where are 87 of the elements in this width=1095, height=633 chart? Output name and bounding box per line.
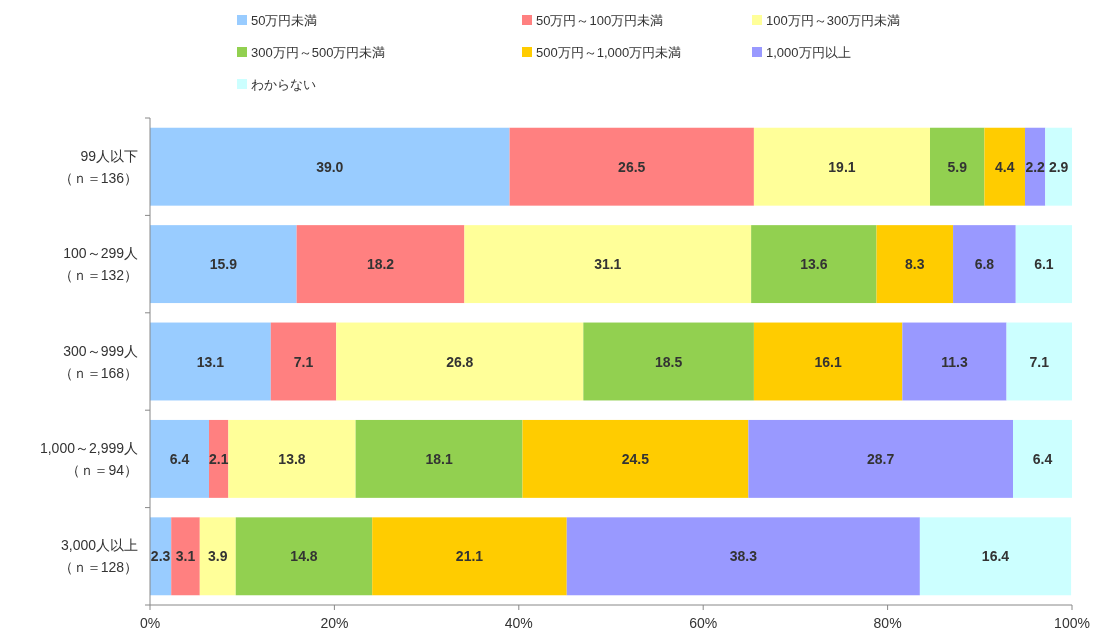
bar	[209, 419, 229, 498]
data-label: 24.5	[621, 450, 650, 467]
data-label: 31.1	[594, 256, 622, 273]
data-label: 6.4	[1032, 450, 1053, 467]
bar	[1045, 127, 1072, 206]
data-label: 13.1	[196, 353, 225, 370]
data-label: 13.8	[278, 450, 306, 467]
bar	[1015, 225, 1072, 304]
data-label: 18.1	[425, 450, 453, 467]
bar	[583, 322, 754, 401]
x-tick-label: 100%	[1054, 615, 1090, 631]
legend-label: 300万円～500万円未満	[251, 45, 386, 60]
y-tick-label: 3,000人以上（ｎ＝128）	[58, 537, 138, 576]
data-label: 14.8	[290, 548, 318, 565]
bar	[228, 419, 356, 498]
bar	[902, 322, 1007, 401]
bar	[150, 419, 210, 498]
bar	[930, 127, 985, 206]
data-label: 7.1	[1029, 353, 1050, 370]
bar	[876, 225, 954, 304]
data-label: 26.8	[446, 353, 474, 370]
x-tick-label: 20%	[320, 615, 349, 631]
y-tick-label: 99人以下（ｎ＝136）	[58, 147, 138, 186]
data-label: 19.1	[828, 158, 856, 175]
data-label: 2.3	[150, 548, 171, 565]
data-label: 5.9	[947, 158, 968, 175]
bar	[235, 517, 373, 596]
bar	[199, 517, 236, 596]
x-tick-label: 40%	[504, 615, 533, 631]
data-label: 3.9	[208, 548, 228, 565]
data-label: 4.4	[994, 158, 1015, 175]
bar	[150, 127, 510, 206]
x-tick-label: 60%	[689, 615, 718, 631]
bar	[1024, 127, 1046, 206]
data-label: 28.7	[867, 450, 895, 467]
data-label: 6.8	[974, 256, 995, 273]
bar	[919, 517, 1072, 596]
bar	[566, 517, 920, 596]
data-label: 6.1	[1034, 256, 1054, 273]
data-label: 2.9	[1048, 158, 1069, 175]
bar	[953, 225, 1016, 304]
bar	[748, 419, 1013, 498]
data-label: 6.4	[169, 450, 190, 467]
data-label: 38.3	[729, 548, 758, 565]
data-label: 11.3	[941, 353, 968, 370]
bar	[1012, 419, 1072, 498]
bar	[753, 127, 931, 206]
bar	[753, 322, 903, 401]
data-label: 3.1	[175, 548, 196, 565]
data-label: 21.1	[455, 548, 484, 565]
data-label: 2.1	[208, 450, 229, 467]
data-label: 18.5	[655, 353, 683, 370]
data-label: 13.6	[800, 256, 828, 273]
bar	[751, 225, 877, 304]
data-label: 7.1	[293, 353, 314, 370]
legend-label: 100万円～300万円未満	[766, 13, 901, 28]
bar	[464, 225, 752, 304]
bar	[150, 322, 271, 401]
legend-label: わからない	[251, 77, 316, 92]
y-tick-label: 300～999人（ｎ＝168）	[58, 342, 138, 381]
data-label: 15.9	[209, 256, 238, 273]
data-label: 16.1	[814, 353, 842, 370]
y-tick-label: 1,000～2,999人（ｎ＝94）	[39, 439, 138, 478]
bar	[336, 322, 584, 401]
bar	[296, 225, 465, 304]
bar	[171, 517, 200, 596]
x-tick-label: 80%	[873, 615, 902, 631]
bar	[150, 225, 297, 304]
data-label: 8.3	[905, 256, 925, 273]
bar	[372, 517, 567, 596]
bar	[522, 419, 749, 498]
bar	[509, 127, 754, 206]
y-tick-label: 100～299人（ｎ＝132）	[58, 245, 138, 284]
legend-label: 50万円未満	[251, 13, 318, 28]
data-label: 2.2	[1025, 158, 1046, 175]
data-label: 16.4	[981, 548, 1010, 565]
bar	[984, 127, 1025, 206]
bar	[1006, 322, 1072, 401]
legend-label: 500万円～1,000万円未満	[536, 45, 682, 60]
data-label: 39.0	[316, 158, 344, 175]
data-label: 18.2	[366, 256, 395, 273]
legend-label: 50万円～100万円未満	[536, 13, 664, 28]
data-label: 26.5	[618, 158, 646, 175]
x-tick-label: 0%	[139, 615, 161, 631]
legend-label: 1,000万円以上	[766, 45, 851, 60]
bar	[270, 322, 337, 401]
bar	[355, 419, 523, 498]
